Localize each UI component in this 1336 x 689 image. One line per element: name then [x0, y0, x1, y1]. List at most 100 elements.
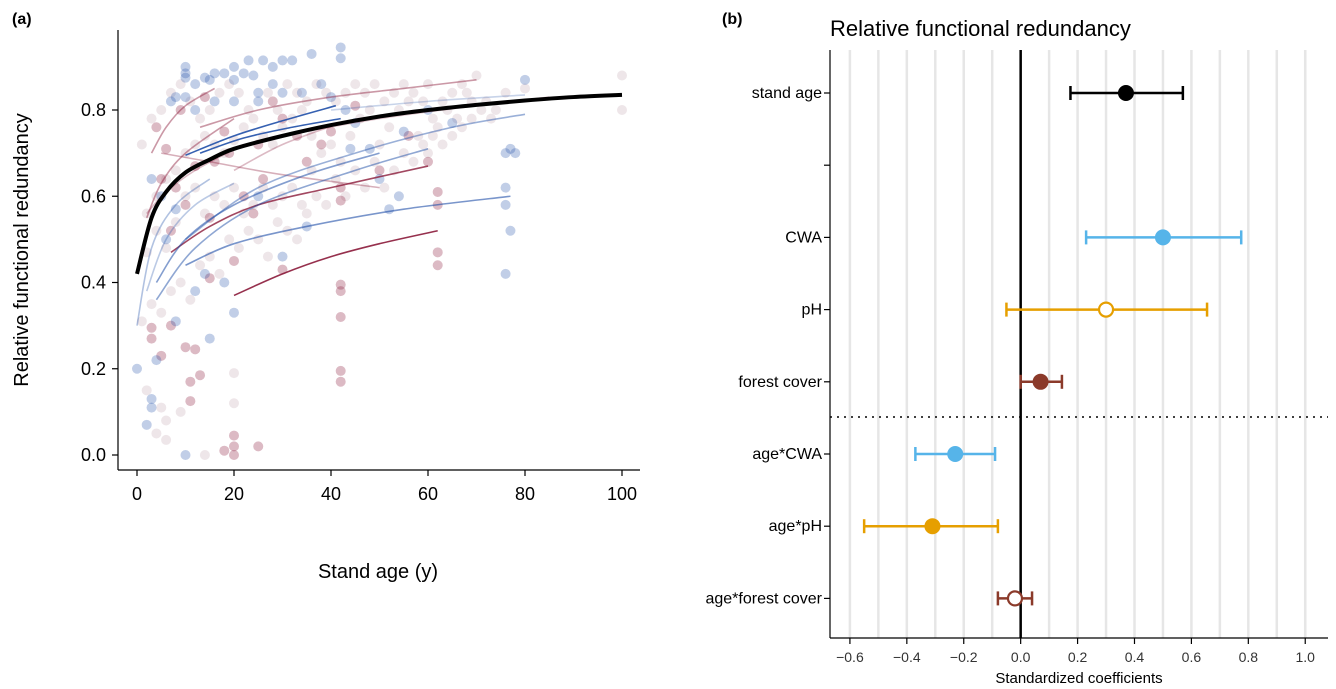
panel-a-y-tick-label: 0.8 [81, 100, 106, 120]
panel-a-point-faint [151, 428, 162, 439]
panel-b-x-tick-label: 0.2 [1068, 649, 1088, 665]
panel-a-point-red [156, 174, 167, 184]
panel-a: (a) 0.0 0.2 0.4 0.6 0.8 0 20 40 60 80 100 Stand a… [11, 11, 640, 583]
panel-a-point-blue [248, 70, 259, 81]
panel-a-point-red [432, 186, 443, 197]
panel-a-point-blue [204, 74, 215, 85]
panel-a-point-red [219, 445, 230, 456]
panel-a-point-red [161, 143, 172, 154]
panel-a-point-red [229, 430, 239, 441]
panel-a-point-faint [476, 105, 487, 115]
panel-a-point-faint [272, 217, 283, 228]
panel-a-site-fit-line [136, 178, 211, 326]
panel-a-point-faint [447, 87, 458, 98]
panel-a-point-faint [301, 96, 312, 107]
panel-a-point-faint [292, 234, 303, 245]
panel-b-term-label: age*forest cover [705, 590, 822, 607]
panel-a-site-fit-line [185, 104, 337, 157]
panel-a-point-blue [335, 53, 346, 64]
panel-a-site-fit-line [185, 113, 526, 241]
panel-a-point-red [335, 279, 346, 290]
panel-a-site-fit-line [155, 148, 429, 301]
panel-a-point-faint [195, 260, 206, 271]
panel-a-point-faint [151, 225, 162, 236]
panel-b-letter: (b) [722, 11, 742, 28]
panel-a-point-blue [132, 363, 142, 374]
panel-a-site-fit-line [199, 117, 341, 154]
panel-a-point-blue [219, 277, 230, 288]
panel-a-point-red [432, 260, 443, 271]
panel-a-point-faint [418, 96, 429, 107]
panel-a-x-tick-label: 80 [515, 484, 535, 504]
panel-a-point-faint [209, 191, 220, 202]
panel-a-point-blue [180, 450, 191, 460]
panel-a-point-red [229, 441, 239, 452]
panel-a-point-faint [461, 87, 472, 98]
panel-b-x-tick-label: −0.2 [950, 649, 978, 665]
panel-a-point-faint [311, 79, 322, 90]
panel-a-point-blue [510, 148, 521, 159]
panel-a-point-faint [330, 96, 341, 107]
panel-a-point-red [146, 333, 157, 344]
panel-a-point-blue [161, 234, 172, 245]
panel-a-site-fit-line [155, 152, 380, 283]
panel-b-term-label: CWA [785, 229, 822, 246]
panel-a-point-faint [224, 234, 235, 245]
panel-a-point-red [316, 139, 327, 150]
panel-a-point-red [423, 156, 433, 167]
panel-a-point-red [175, 105, 186, 115]
panel-a-point-blue [204, 333, 215, 344]
panel-b: (b) Relative functional redundancy stand… [705, 11, 1328, 687]
panel-a-point-faint [359, 182, 370, 193]
panel-a-point-faint [379, 182, 390, 193]
panel-a-point-faint [500, 87, 511, 98]
panel-a-point-blue [238, 68, 249, 79]
panel-a-overall-fit [135, 92, 623, 275]
panel-a-y-tick-label: 0.6 [81, 186, 106, 206]
panel-a-point-faint [306, 130, 317, 141]
panel-a-point-faint [398, 79, 409, 90]
panel-a-point-faint [437, 139, 448, 150]
panel-a-point-faint [199, 130, 210, 141]
panel-a-site-fit-line [233, 229, 438, 297]
panel-b-term-label: pH [802, 302, 822, 319]
panel-a-point-faint [180, 191, 191, 202]
panel-a-x-tick-label: 40 [321, 484, 341, 504]
panel-a-point-faint [161, 174, 172, 184]
panel-a-point-faint [199, 208, 210, 219]
panel-a-point-blue [229, 61, 239, 72]
panel-a-point-faint [296, 199, 307, 210]
panel-a-point-faint [229, 182, 239, 193]
panel-a-point-faint [170, 217, 181, 228]
panel-a-point-faint [520, 83, 530, 94]
panel-a-point-faint [452, 113, 463, 124]
panel-a-point-red [165, 225, 176, 236]
panel-a-point-faint [156, 105, 167, 115]
panel-a-point-faint [165, 286, 176, 297]
panel-a-point-faint [272, 105, 283, 115]
panel-a-point-faint [408, 156, 419, 167]
panel-b-term-label: stand age [752, 85, 822, 102]
panel-a-point-faint [248, 113, 259, 124]
panel-a-point-faint [214, 268, 225, 279]
panel-a-point-red [156, 350, 167, 361]
panel-a-y-title: Relative functional redundancy [11, 113, 33, 387]
panel-a-point-blue [243, 55, 254, 66]
panel-a-point-faint [316, 148, 327, 159]
panel-a-point-red [229, 450, 239, 460]
panel-a-point-blue [229, 307, 239, 318]
panel-a-point-faint [224, 79, 235, 90]
panel-a-point-faint [340, 191, 351, 202]
panel-a-point-faint [175, 277, 186, 288]
panel-a-point-faint [233, 243, 244, 253]
panel-a-point-faint [456, 79, 467, 90]
panel-a-x-tick-label: 0 [132, 484, 142, 504]
panel-a-y-tick-label: 0.2 [81, 359, 106, 379]
panel-a-point-red [229, 255, 239, 266]
panel-a-point-faint [262, 87, 273, 98]
panel-a-point-blue [146, 393, 157, 404]
panel-a-point-faint [447, 130, 458, 141]
panel-a-point-faint [136, 316, 147, 327]
panel-a-point-faint [413, 130, 424, 141]
